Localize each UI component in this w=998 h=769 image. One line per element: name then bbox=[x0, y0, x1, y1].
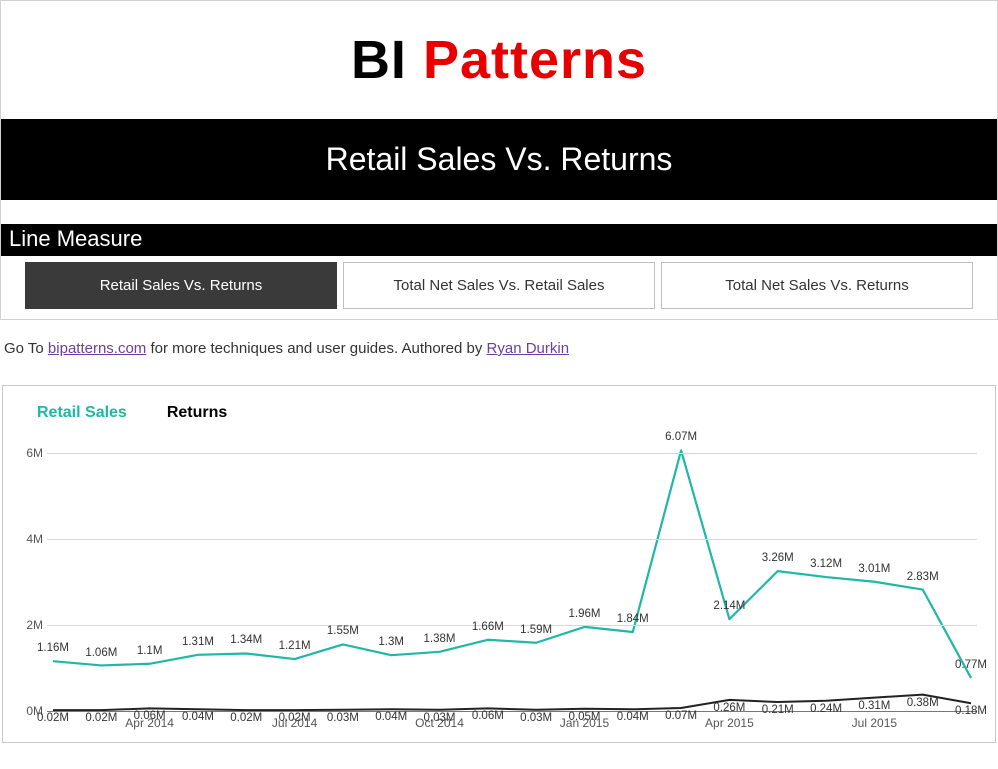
report-container: BI Patterns Retail Sales Vs. Returns Lin… bbox=[0, 0, 998, 320]
data-label: 1.34M bbox=[230, 634, 262, 649]
x-tick-label: Jul 2015 bbox=[852, 716, 897, 730]
note-prefix: Go To bbox=[4, 340, 48, 357]
legend-item-retail[interactable]: Retail Sales bbox=[37, 404, 127, 422]
data-label: 6.07M bbox=[665, 431, 697, 446]
data-label: 1.84M bbox=[617, 613, 649, 628]
data-label: 1.66M bbox=[472, 621, 504, 636]
tab-label: Total Net Sales Vs. Returns bbox=[725, 277, 908, 294]
logo-area: BI Patterns bbox=[1, 1, 997, 119]
tab-label: Total Net Sales Vs. Retail Sales bbox=[394, 277, 605, 294]
link-author[interactable]: Ryan Durkin bbox=[487, 340, 570, 357]
y-tick-label: 6M bbox=[13, 446, 43, 460]
data-label: 1.38M bbox=[424, 633, 456, 648]
x-tick-label: Jan 2015 bbox=[560, 716, 609, 730]
y-tick-label: 4M bbox=[13, 532, 43, 546]
x-tick-label: Apr 2015 bbox=[705, 716, 754, 730]
data-label: 1.31M bbox=[182, 636, 214, 651]
page-title: Retail Sales Vs. Returns bbox=[1, 119, 997, 200]
logo-part1: BI bbox=[351, 30, 423, 90]
tab-retail-vs-returns[interactable]: Retail Sales Vs. Returns bbox=[25, 262, 337, 309]
data-label: 3.01M bbox=[858, 563, 890, 578]
legend-item-returns[interactable]: Returns bbox=[167, 404, 227, 422]
logo-part2: Patterns bbox=[423, 30, 647, 90]
gridline bbox=[47, 539, 977, 540]
x-tick-label: Oct 2014 bbox=[415, 716, 464, 730]
gridline bbox=[47, 453, 977, 454]
measure-tabs: Retail Sales Vs. Returns Total Net Sales… bbox=[1, 256, 997, 319]
data-label: 1.55M bbox=[327, 625, 359, 640]
y-tick-label: 2M bbox=[13, 618, 43, 632]
data-label: 3.12M bbox=[810, 558, 842, 573]
logo: BI Patterns bbox=[351, 30, 647, 90]
link-bipatterns[interactable]: bipatterns.com bbox=[48, 340, 146, 357]
spacer bbox=[1, 200, 997, 224]
chart-x-axis: Apr 2014 Jul 2014 Oct 2014 Jan 2015 Apr 2015… bbox=[47, 712, 977, 734]
data-label: 1.3M bbox=[378, 636, 404, 651]
data-label: 0.38M bbox=[907, 697, 939, 712]
line-chart: Retail Sales Returns 0M2M4M6M1.16M1.06M1… bbox=[2, 385, 996, 743]
note-mid: for more techniques and user guides. Aut… bbox=[146, 340, 486, 357]
x-tick-label: Apr 2014 bbox=[125, 716, 174, 730]
data-label: 1.1M bbox=[137, 645, 163, 660]
data-label: 2.14M bbox=[713, 600, 745, 615]
tab-netsales-vs-returns[interactable]: Total Net Sales Vs. Returns bbox=[661, 262, 973, 309]
chart-plot-area: 0M2M4M6M1.16M1.06M1.1M1.31M1.34M1.21M1.5… bbox=[47, 432, 977, 712]
data-label: 0.77M bbox=[955, 659, 987, 674]
data-label: 3.26M bbox=[762, 552, 794, 567]
data-label: 1.06M bbox=[85, 647, 117, 662]
tab-label: Retail Sales Vs. Returns bbox=[100, 277, 263, 294]
data-label: 1.16M bbox=[37, 642, 69, 657]
x-tick-label: Jul 2014 bbox=[272, 716, 317, 730]
tab-netsales-vs-retail[interactable]: Total Net Sales Vs. Retail Sales bbox=[343, 262, 655, 309]
gridline bbox=[47, 625, 977, 626]
slicer-title: Line Measure bbox=[1, 224, 997, 256]
data-label: 2.83M bbox=[907, 571, 939, 586]
data-label: 1.21M bbox=[279, 640, 311, 655]
data-label: 1.59M bbox=[520, 624, 552, 639]
chart-legend: Retail Sales Returns bbox=[13, 404, 985, 432]
data-label: 1.96M bbox=[568, 608, 600, 623]
footer-note: Go To bipatterns.com for more techniques… bbox=[0, 320, 998, 385]
